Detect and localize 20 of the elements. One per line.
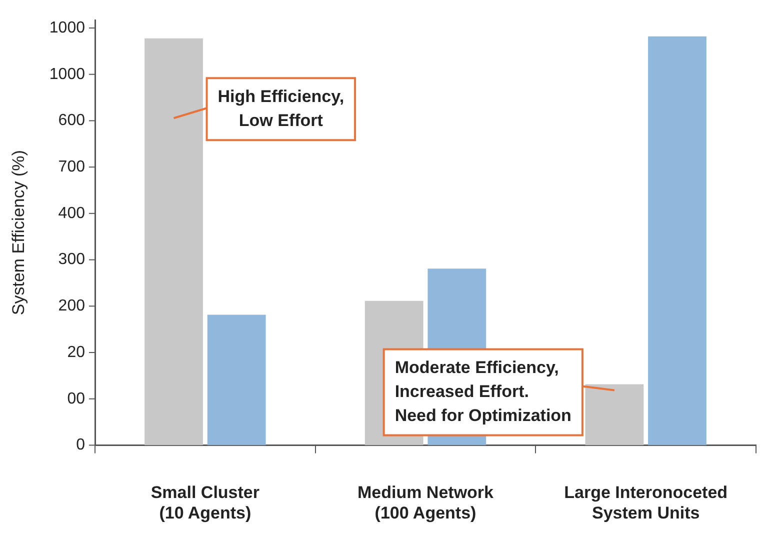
- x-tick-label: Medium Network (100 Agents): [357, 483, 494, 522]
- text: 1000: [49, 19, 86, 36]
- bar: [585, 384, 644, 446]
- y-axis-title: System Efficiency (%): [8, 150, 28, 316]
- text: 600: [58, 112, 86, 130]
- bar: [648, 36, 706, 446]
- x-tick-label: Small Cluster (10 Agents): [150, 483, 260, 522]
- text: 400: [58, 204, 86, 222]
- text: 0: [76, 436, 86, 454]
- text: 20: [67, 344, 86, 361]
- x-tick-label: Large Interonoceted System Units: [564, 483, 728, 522]
- annotation: Moderate Efficiency, Increased Effort. Need for Optimization: [394, 358, 572, 425]
- text: 1000: [49, 66, 86, 83]
- text: 700: [58, 158, 86, 176]
- text: 00: [67, 390, 86, 408]
- text: 300: [58, 251, 86, 268]
- bar: [207, 314, 266, 446]
- annotation: High Efficiency, Low Effort: [218, 86, 344, 130]
- bar: [144, 38, 203, 446]
- text: 200: [58, 298, 86, 315]
